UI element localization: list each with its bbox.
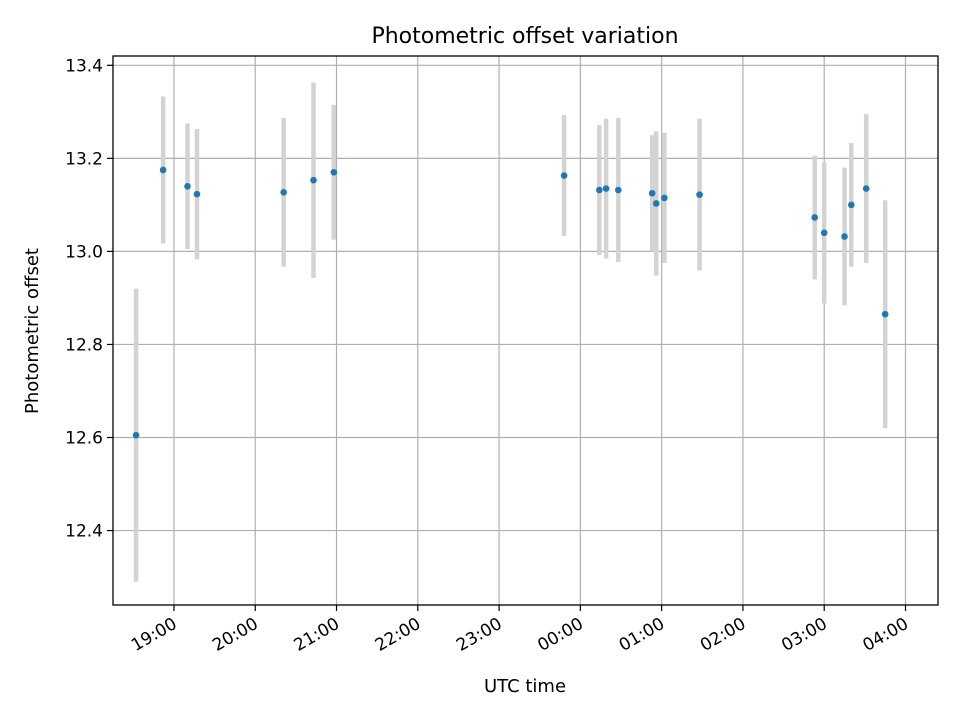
data-point xyxy=(310,176,317,184)
data-point xyxy=(811,214,819,221)
plot-frame xyxy=(112,55,939,606)
data-point xyxy=(696,191,703,198)
y-tick-label: 13.0 xyxy=(65,242,103,262)
data-point xyxy=(132,431,140,439)
grid xyxy=(113,56,938,605)
y-axis-label: Photometric offset xyxy=(22,248,43,414)
data-point xyxy=(862,185,870,192)
data-point xyxy=(602,185,610,192)
data-point xyxy=(560,172,568,179)
y-tick-label: 13.4 xyxy=(65,56,103,76)
data-point xyxy=(330,169,338,176)
y-tick-label: 12.8 xyxy=(65,335,103,355)
data-point xyxy=(648,189,656,197)
data-point xyxy=(820,229,828,237)
chart-title: Photometric offset variation xyxy=(371,24,678,49)
data-point xyxy=(159,166,167,174)
y-tick-label: 13.2 xyxy=(65,149,103,169)
data-point xyxy=(193,190,201,198)
data-point xyxy=(848,201,855,209)
y-tick-label: 12.6 xyxy=(65,429,103,449)
data-point xyxy=(280,189,287,196)
data-point xyxy=(841,233,848,240)
data-point xyxy=(661,194,668,202)
x-axis-label: UTC time xyxy=(484,676,566,697)
data-point xyxy=(596,186,603,194)
data-point xyxy=(614,186,622,194)
data-point xyxy=(184,182,191,190)
data-point xyxy=(881,310,889,318)
data-points xyxy=(132,166,889,439)
y-tick-label: 12.4 xyxy=(65,522,103,542)
data-point xyxy=(652,200,660,207)
